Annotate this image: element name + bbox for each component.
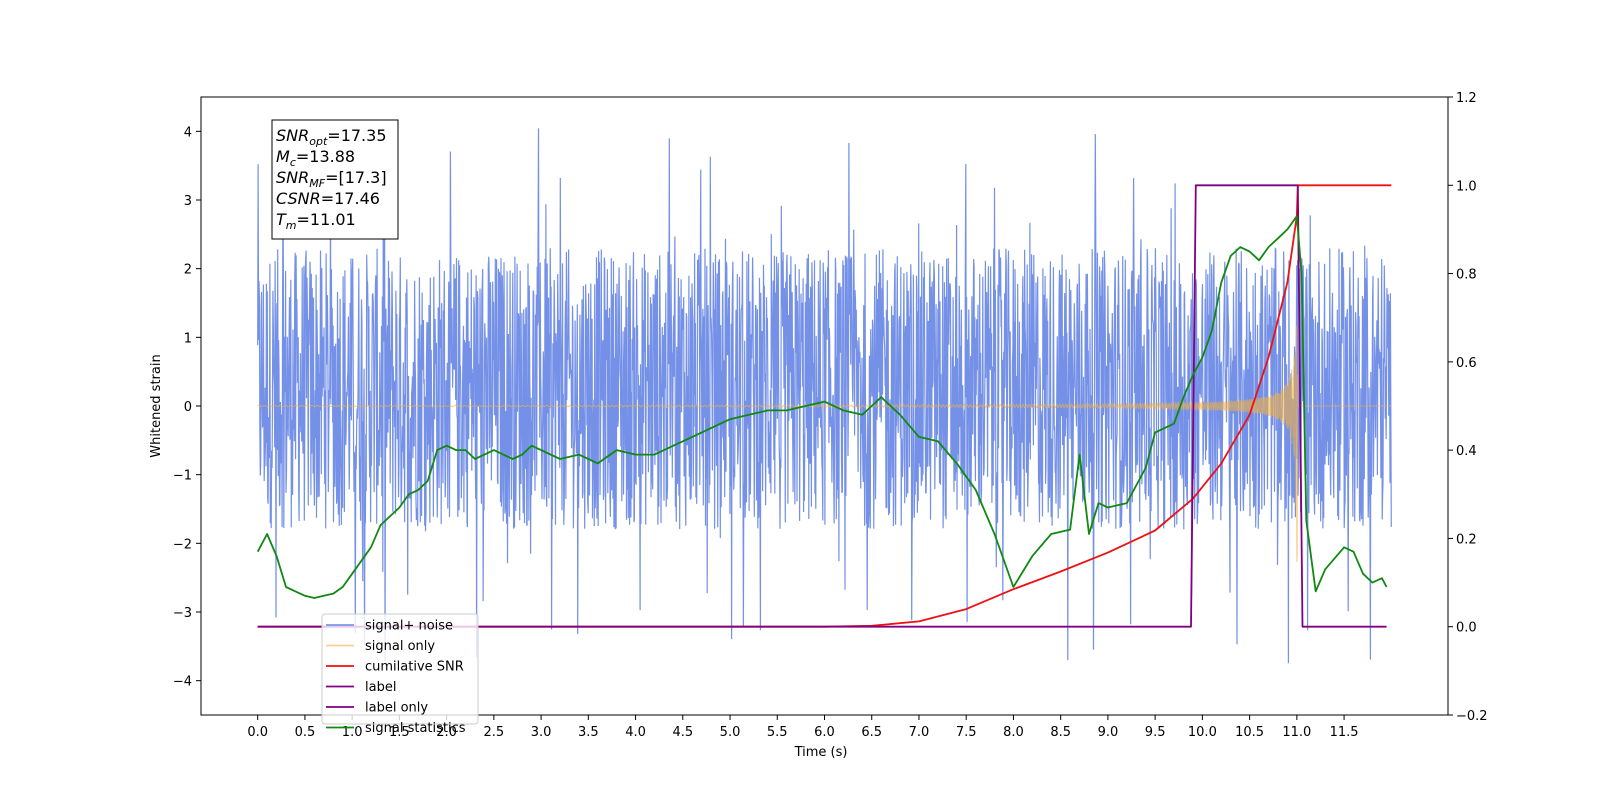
legend-label-label-only: label only [365, 701, 428, 716]
annotation-value: =17.46 [321, 189, 380, 208]
annotation-frame [271, 119, 399, 240]
y-tick-label: −1 [173, 469, 192, 484]
x-tick-label: 9.0 [1098, 725, 1119, 740]
legend-label-signal-noise: signal+ noise [365, 619, 453, 634]
x-tick-label: 4.0 [625, 725, 646, 740]
cumilative-snr-line [257, 184, 1392, 628]
annotation-symbol: SNR [276, 168, 309, 187]
y2-tick-label: 0.2 [1456, 532, 1477, 547]
legend-label-signal-only: signal only [365, 639, 435, 654]
y-tick-label: 3 [184, 194, 192, 209]
y-tick-label: 4 [184, 125, 192, 140]
series-signal-only [257, 325, 1392, 563]
legend-label-signal-statistics: signal statistics [365, 721, 466, 736]
x-tick-label: 3.0 [531, 725, 552, 740]
series-lines [256, 184, 1392, 628]
annotation-symbol: SNR [276, 126, 309, 145]
annotation-value: =13.88 [296, 147, 355, 166]
x-tick-label: 7.5 [956, 725, 977, 740]
legend-label-label: label [365, 680, 396, 695]
y2-tick-label: 1.2 [1456, 91, 1477, 106]
annotation-value: =[17.3] [325, 168, 387, 187]
y-axis-ticks: 4 3 2 1 0 −1 −2 −3 −4 [173, 125, 201, 690]
stats-annotation-box: SNRopt=17.35Mc=13.88SNRMF=[17.3]CSNR=17.… [271, 119, 399, 240]
signal-plus-noise-line [257, 128, 1392, 664]
x-tick-label: 0.5 [295, 725, 316, 740]
annotation-line: SNRMF=[17.3] [276, 168, 387, 190]
y2-tick-label: 0.0 [1456, 621, 1477, 636]
annotation-symbol: T [276, 210, 287, 229]
signal-statistics-line [256, 215, 1388, 599]
y2-axis-ticks: 1.2 1.0 0.8 0.6 0.4 0.2 0.0 −0.2 [1448, 91, 1488, 724]
y2-tick-label: 0.4 [1456, 444, 1477, 459]
label-line [257, 184, 1387, 628]
x-tick-label: 1.5 [389, 725, 410, 740]
annotation-line: SNRopt=17.35 [276, 126, 387, 148]
annotation-symbol: M [276, 147, 290, 166]
x-tick-label: 3.5 [578, 725, 599, 740]
annotation-line: Tm=11.01 [276, 210, 356, 232]
legend-label-cumilative-snr: cumilative SNR [365, 660, 464, 675]
annotation-subscript: c [290, 156, 296, 169]
y-axis-label: Whitened strain [149, 354, 164, 457]
x-tick-label: 8.0 [1003, 725, 1024, 740]
y2-tick-label: 1.0 [1456, 179, 1477, 194]
x-tick-label: 6.0 [814, 725, 835, 740]
x-tick-label: 8.5 [1050, 725, 1071, 740]
plot-area [256, 128, 1392, 664]
legend: signal+ noise signal only cumilative SNR la… [321, 613, 479, 736]
y-tick-label: 1 [184, 331, 192, 346]
x-tick-label: 10.5 [1235, 725, 1264, 740]
x-tick-label: 2.0 [436, 725, 457, 740]
y-tick-label: −4 [173, 675, 192, 690]
annotation-value: =11.01 [297, 210, 356, 229]
annotation-symbol: CSNR [276, 189, 321, 208]
x-tick-label: 5.5 [767, 725, 788, 740]
x-tick-label: 9.5 [1145, 725, 1166, 740]
legend-frame [321, 613, 479, 725]
x-tick-label: 11.5 [1330, 725, 1359, 740]
annotation-line: CSNR=17.46 [276, 189, 380, 208]
x-tick-label: 11.0 [1282, 725, 1311, 740]
x-tick-label: 7.0 [909, 725, 930, 740]
annotation-subscript: m [286, 219, 297, 232]
y-tick-label: 2 [184, 263, 192, 278]
y-tick-label: −2 [173, 537, 192, 552]
x-tick-label: 1.0 [342, 725, 363, 740]
y2-tick-label: 0.6 [1456, 356, 1477, 371]
x-tick-label: 4.5 [672, 725, 693, 740]
signal-only-line [257, 325, 1392, 563]
y2-tick-label: −0.2 [1456, 709, 1488, 724]
y-tick-label: −3 [173, 606, 192, 621]
x-axis-ticks: 0.0 0.5 1.0 1.5 2.0 2.5 3.0 3.5 4.0 4.5 5.0 5.5 6.0 6… [247, 715, 1359, 740]
annotation-subscript: opt [309, 135, 328, 148]
annotation-subscript: MF [309, 177, 325, 190]
x-tick-label: 2.5 [484, 725, 505, 740]
annotation-line: Mc=13.88 [276, 147, 355, 169]
x-tick-label: 0.0 [247, 725, 268, 740]
series-signal-plus-noise [257, 128, 1392, 664]
x-tick-label: 10.0 [1188, 725, 1217, 740]
y2-tick-label: 0.8 [1456, 268, 1477, 283]
x-axis-label: Time (s) [794, 745, 848, 760]
annotation-value: =17.35 [327, 126, 386, 145]
x-tick-label: 5.0 [720, 725, 741, 740]
y-tick-label: 0 [184, 400, 192, 415]
x-tick-label: 6.5 [861, 725, 882, 740]
